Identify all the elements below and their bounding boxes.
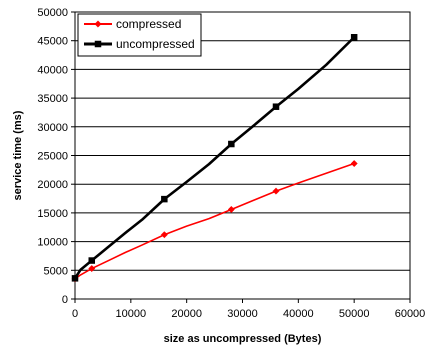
series-line-compressed (74, 162, 355, 280)
x-tick-label: 30000 (227, 308, 258, 320)
legend-compressed-label: compressed (116, 17, 181, 31)
y-tick-label: 20000 (37, 179, 68, 191)
y-tick-label: 35000 (37, 93, 68, 105)
x-tick-label: 20000 (171, 308, 202, 320)
data-point-compressed (350, 159, 358, 168)
x-tick-label: 0 (72, 308, 78, 320)
y-axis-ticks: 0 5000 10000 15000 20000 25000 30000 35000 40000… (37, 7, 75, 306)
data-point-compressed (227, 205, 235, 214)
legend-compressed-marker (94, 20, 102, 28)
x-axis-ticks: 0 10000 20000 30000 40000 50000 60000 (72, 299, 425, 320)
data-point-uncompressed (88, 257, 95, 264)
x-axis-title: size as uncompressed (Bytes) (164, 333, 322, 345)
legend-uncompressed-marker (94, 40, 102, 48)
y-tick-label: 40000 (37, 64, 68, 76)
legend-uncompressed-label: uncompressed (116, 37, 195, 51)
data-point-uncompressed (71, 275, 79, 282)
data-point-compressed (88, 265, 96, 273)
y-tick-label: 10000 (37, 237, 68, 249)
y-tick-label: 50000 (37, 7, 68, 19)
data-point-uncompressed (161, 195, 168, 203)
legend-marker-shape (94, 20, 102, 28)
series-line-uncompressed (73, 36, 356, 280)
x-tick-label: 40000 (283, 308, 314, 320)
y-tick-label: 5000 (44, 265, 68, 277)
data-point-compressed (160, 231, 168, 239)
x-tick-label: 60000 (395, 308, 426, 320)
data-point-compressed (272, 187, 280, 195)
y-tick-label: 30000 (37, 122, 68, 134)
x-tick-label: 10000 (116, 308, 147, 320)
data-point-uncompressed (350, 34, 358, 41)
legend-marker-shape (94, 40, 102, 48)
legend: compressed uncompressed (77, 13, 202, 57)
y-tick-label: 45000 (37, 36, 68, 48)
series-layer (71, 34, 358, 283)
y-tick-label: 0 (62, 294, 68, 306)
data-point-uncompressed (272, 103, 280, 110)
y-tick-label: 25000 (37, 151, 68, 163)
x-tick-label: 50000 (339, 308, 370, 320)
data-point-uncompressed (228, 140, 235, 148)
y-axis-title: service time (ms) (12, 110, 24, 200)
y-tick-label: 15000 (37, 208, 68, 220)
series-uncompressed (71, 34, 358, 282)
